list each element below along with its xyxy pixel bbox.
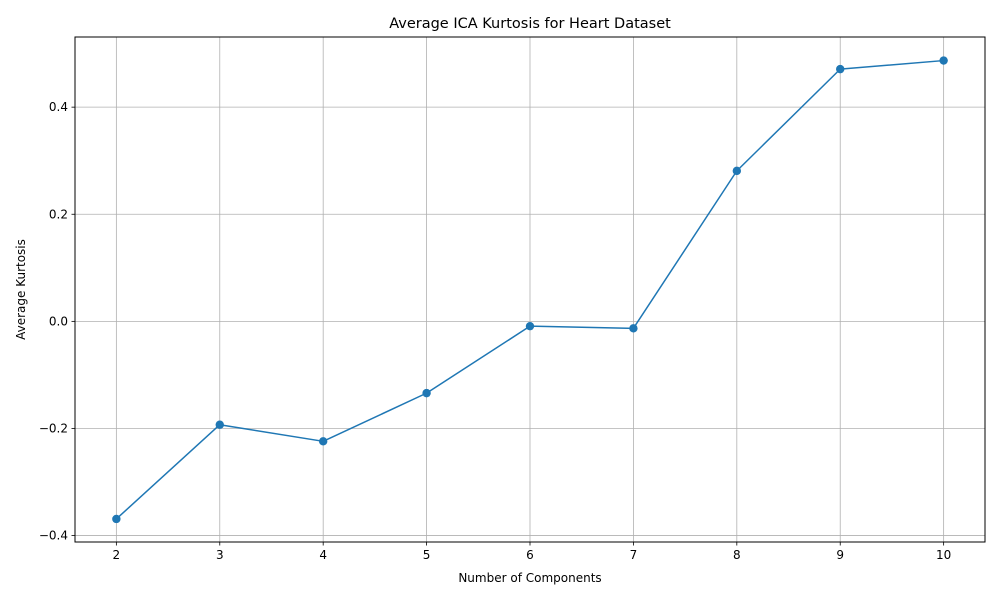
y-tick-label: 0.0: [49, 314, 68, 328]
chart-title: Average ICA Kurtosis for Heart Dataset: [389, 16, 671, 32]
data-point: [215, 420, 224, 429]
data-point: [836, 64, 845, 74]
x-tick-label: 4: [319, 548, 327, 562]
x-tick-label: 2: [113, 548, 121, 562]
data-point: [732, 166, 742, 176]
x-tick-label: 5: [423, 548, 431, 562]
data-point: [525, 321, 535, 331]
data-point: [422, 388, 431, 398]
x-tick-label: 8: [733, 548, 741, 562]
x-tick-label: 10: [936, 548, 951, 562]
x-tick-label: 6: [526, 548, 534, 562]
x-tick-label: 9: [836, 548, 844, 562]
y-tick-label: −0.4: [39, 529, 68, 543]
data-point: [629, 324, 638, 333]
y-tick-label: −0.2: [39, 421, 68, 435]
data-point: [112, 514, 121, 524]
axis-ticks: 2 3 4 5 6 7 8 9 10 −0.4 −0.2 0.0 0.2 0.4: [39, 100, 951, 562]
y-axis-title: Average Kurtosis: [14, 239, 28, 340]
y-tick-label: 0.2: [49, 207, 68, 221]
data-series: [112, 56, 948, 524]
data-point: [939, 56, 948, 65]
x-tick-label: 7: [630, 548, 638, 562]
data-point: [318, 437, 328, 446]
y-tick-label: 0.4: [49, 100, 68, 114]
x-axis-title: Number of Components: [458, 571, 601, 585]
x-tick-label: 3: [216, 548, 224, 562]
grid-lines: [75, 37, 985, 542]
